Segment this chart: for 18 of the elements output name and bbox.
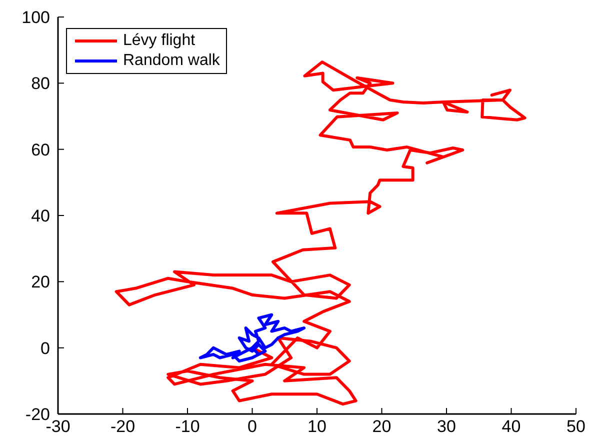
x-tick-label: -20 [110,417,136,436]
x-tick-label: 20 [372,417,392,436]
x-tick-label: 50 [566,417,586,436]
y-tick-label: 40 [31,206,50,226]
y-tick-label: 80 [31,74,50,94]
x-tick-label: 10 [308,417,326,436]
x-tick-label: 0 [248,417,257,436]
x-tick-label: 40 [502,417,521,436]
legend-label: Lévy flight [123,31,196,51]
y-tick-label: 0 [40,338,50,358]
x-tick-label: 30 [437,417,456,436]
x-tick-label: -10 [175,417,200,436]
line-series [198,313,306,363]
y-tick-label: 20 [31,272,50,292]
y-tick-label: -20 [25,405,50,424]
y-tick-label: 60 [31,140,50,160]
legend-label: Random walk [123,51,220,71]
y-tick-label: 100 [22,8,50,28]
